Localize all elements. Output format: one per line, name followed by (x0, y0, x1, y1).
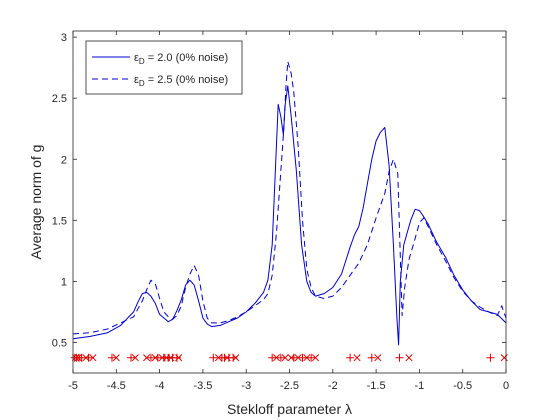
plus-marker-7 (127, 353, 136, 362)
cross-marker-23 (374, 354, 382, 362)
cross-marker-2 (74, 354, 82, 362)
x-tick-label-10: -0.5 (453, 380, 472, 392)
plus-marker-6 (107, 353, 116, 362)
y-tick-label-1: 0.5 (52, 337, 67, 349)
plus-marker-24 (346, 353, 355, 362)
legend-entry-1: εD = 2.0 (0% noise) (134, 52, 228, 66)
legend-entry-2-text: = 2.5 (0% noise) (145, 74, 228, 86)
cross-marker-22 (353, 354, 361, 362)
cross-marker-12 (175, 354, 183, 362)
plus-marker-22 (298, 353, 307, 362)
series-line-1 (72, 85, 507, 346)
axes-layer (72, 30, 507, 374)
cross-marker-3 (82, 354, 90, 362)
cross-marker-17 (281, 354, 289, 362)
legend-entry-2-prefix: ε (134, 74, 139, 86)
plus-marker-8 (146, 353, 155, 362)
cross-marker-25 (500, 354, 508, 362)
plus-marker-20 (276, 353, 285, 362)
plus-marker-25 (367, 353, 376, 362)
y-tick-label-6: 3 (61, 32, 67, 44)
y-tick-label-2: 1 (61, 276, 67, 288)
tick-labels: -5 -4.5 -4 -3.5 -3 -2.5 -2 -1.5 -1 -0.5 0 0.5 1 1.5 2 2… (52, 32, 509, 392)
cross-marker-19 (294, 354, 302, 362)
y-tick-label-3: 1.5 (52, 215, 67, 227)
cross-marker-24 (405, 354, 413, 362)
y-tick-label-4: 2 (61, 154, 67, 166)
legend-entry-1-sub: D (139, 57, 145, 66)
plus-marker-26 (395, 353, 404, 362)
y-tick-label-5: 2.5 (52, 93, 67, 105)
x-tick-label-6: -2.5 (280, 380, 299, 392)
cross-marker-7 (143, 354, 151, 362)
x-tick-label-9: -1 (415, 380, 425, 392)
plus-marker-27 (486, 353, 495, 362)
x-tick-label-3: -4 (155, 380, 165, 392)
cross-marker-5 (112, 354, 120, 362)
cross-marker-20 (303, 354, 311, 362)
cross-marker-18 (287, 354, 295, 362)
x-tick-label-11: 0 (503, 380, 509, 392)
series-line-2 (72, 61, 507, 335)
cross-marker-15 (232, 354, 240, 362)
cross-marker-4 (89, 354, 97, 362)
plus-marker-23 (307, 353, 316, 362)
plus-marker-14 (209, 353, 218, 362)
legend: εD = 2.0 (0% noise) εD = 2.5 (0% noise) (85, 40, 243, 95)
cross-marker-1 (72, 354, 80, 362)
x-tick-label-7: -2 (328, 380, 338, 392)
x-tick-label-2: -4.5 (107, 380, 126, 392)
plus-marker-13 (172, 353, 181, 362)
x-tick-label-8: -1.5 (367, 380, 386, 392)
legend-entry-1-text: = 2.0 (0% noise) (145, 52, 228, 64)
series-layer (72, 61, 507, 346)
legend-entry-1-prefix: ε (134, 52, 139, 64)
x-axis-label: Stekloff parameter λ (227, 401, 352, 417)
cross-marker-8 (151, 354, 159, 362)
legend-entry-2: εD = 2.5 (0% noise) (134, 74, 228, 88)
plus-marker-4 (77, 353, 86, 362)
cross-marker-13 (214, 354, 223, 362)
cross-marker-14 (223, 354, 231, 362)
x-tick-label-1: -5 (68, 380, 78, 392)
legend-box (85, 40, 243, 95)
cross-marker-16 (272, 354, 281, 362)
plus-marker-19 (268, 353, 277, 362)
y-axis-label: Average norm of g (28, 145, 44, 260)
x-tick-label-5: -3 (241, 380, 251, 392)
cross-marker-21 (311, 354, 320, 362)
cross-marker-11 (167, 354, 175, 362)
legend-entry-2-sub: D (139, 79, 145, 88)
cross-marker-6 (131, 354, 139, 362)
x-tick-label-4: -3.5 (193, 380, 212, 392)
marker-layer (70, 353, 508, 362)
